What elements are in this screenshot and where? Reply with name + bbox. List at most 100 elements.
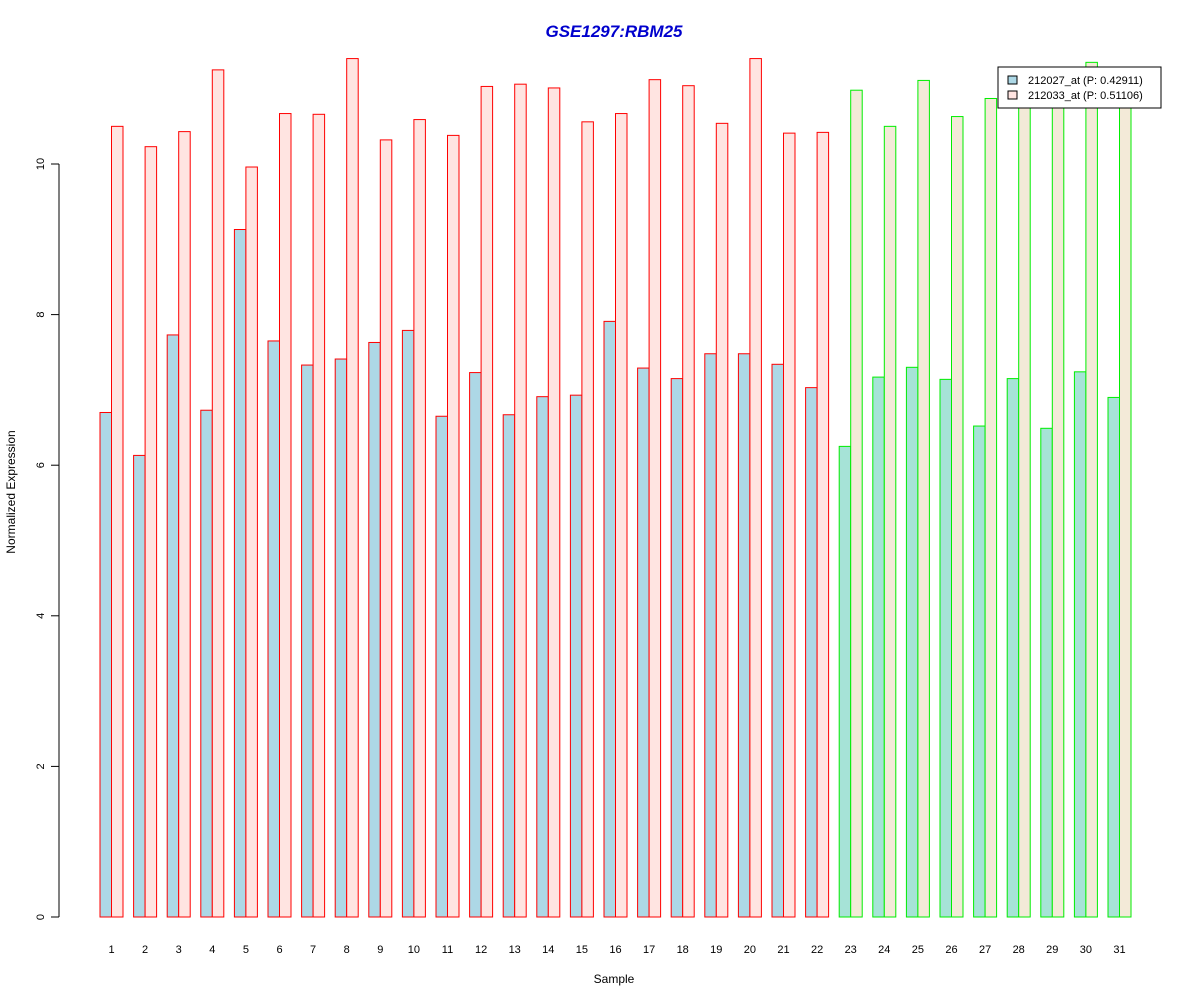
bar-series1-sample-25	[905, 366, 919, 918]
bar-series2-sample-15	[581, 121, 594, 918]
bar-series1-sample-8	[334, 358, 348, 918]
x-tick-label: 6	[276, 944, 282, 956]
x-tick-label: 30	[1080, 944, 1092, 956]
bar-series1-sample-1	[99, 411, 112, 918]
bar-series1-sample-6	[267, 340, 280, 918]
bar-series2-sample-14	[547, 87, 561, 918]
bar-series1-sample-7	[301, 364, 314, 918]
x-tick-label: 12	[475, 944, 487, 956]
x-tick-label: 25	[912, 944, 924, 956]
x-tick-label: 20	[744, 944, 756, 956]
bar-series2-sample-21	[783, 132, 796, 918]
bar-series2-sample-9	[379, 139, 393, 918]
x-tick-label: 14	[542, 944, 554, 956]
y-axis: 0 2 4 6 8 10	[35, 158, 60, 920]
legend-box	[997, 66, 1162, 109]
x-tick-label: 11	[442, 944, 453, 956]
bar-series1-sample-9	[368, 341, 381, 918]
bar-series2-sample-13	[514, 83, 527, 918]
bar-series2-sample-30	[1085, 61, 1098, 918]
chart-title: GSE1297:RBM25	[545, 22, 683, 41]
x-tick-label: 5	[243, 944, 249, 956]
bar-series2-sample-2	[144, 146, 158, 918]
bar-series2-sample-12	[480, 85, 494, 918]
bar-series1-sample-21	[771, 363, 784, 918]
bar-series1-sample-20	[737, 353, 751, 918]
x-tick-label: 1	[108, 944, 114, 956]
x-tick-label: 3	[176, 944, 182, 956]
bar-series1-sample-17	[637, 367, 650, 918]
bar-series2-sample-19	[715, 122, 729, 918]
bar-series2-sample-31	[1119, 99, 1132, 918]
bar-series1-sample-19	[704, 353, 717, 918]
x-tick-label: 26	[945, 944, 957, 956]
bar-series2-sample-5	[245, 166, 258, 918]
x-tick-label: 27	[979, 944, 991, 956]
bar-series1-sample-29	[1040, 427, 1053, 918]
bar-series1-sample-30	[1073, 371, 1087, 918]
x-tick-label: 15	[576, 944, 588, 956]
y-tick-label: 6	[35, 462, 47, 468]
x-tick-label: 21	[777, 944, 789, 956]
bars	[99, 58, 1132, 918]
bar-series2-sample-24	[883, 125, 897, 918]
x-tick-label: 24	[878, 944, 890, 956]
bar-series2-sample-28	[1018, 99, 1031, 918]
bar-series2-sample-22	[816, 131, 830, 918]
bar-series2-sample-11	[447, 134, 460, 918]
y-tick-label: 4	[35, 613, 47, 619]
x-tick-label: 7	[310, 944, 316, 956]
bar-series2-sample-27	[984, 97, 998, 918]
bar-series1-sample-2	[133, 454, 146, 918]
bar-series1-sample-28	[1006, 378, 1020, 918]
bar-series2-sample-23	[850, 89, 863, 918]
bar-series2-sample-18	[682, 85, 695, 918]
bar-series2-sample-1	[111, 125, 124, 918]
bar-series1-sample-11	[435, 415, 448, 918]
bar-series2-sample-16	[615, 113, 628, 918]
bar-series1-sample-13	[502, 414, 516, 918]
bar-series2-sample-7	[312, 113, 326, 918]
x-tick-label: 2	[142, 944, 148, 956]
x-tick-label: 4	[209, 944, 215, 956]
bar-series2-sample-25	[917, 79, 930, 918]
bar-series1-sample-27	[973, 425, 986, 918]
bar-series1-sample-3	[166, 334, 180, 918]
x-tick-label: 22	[811, 944, 823, 956]
bar-series1-sample-22	[805, 387, 818, 918]
x-tick-label: 28	[1013, 944, 1025, 956]
y-tick-label: 0	[35, 914, 47, 920]
x-tick-label: 17	[643, 944, 655, 956]
bar-series2-sample-3	[178, 131, 191, 918]
bar-series1-sample-12	[469, 372, 482, 918]
bar-series2-sample-8	[346, 58, 359, 918]
bar-series1-sample-14	[536, 396, 549, 918]
bar-series2-sample-29	[1051, 99, 1065, 918]
bar-series1-sample-4	[200, 409, 213, 918]
bar-series1-sample-16	[603, 320, 616, 918]
bar-series2-sample-10	[413, 119, 426, 918]
x-tick-label: 23	[845, 944, 857, 956]
bar-series2-sample-26	[951, 116, 964, 918]
bar-series2-sample-4	[211, 69, 225, 918]
bar-series1-sample-5	[233, 229, 247, 918]
y-tick-label: 10	[35, 158, 47, 170]
x-tick-label: 29	[1046, 944, 1058, 956]
bar-series1-sample-23	[838, 445, 852, 918]
bar-series2-sample-20	[749, 58, 762, 918]
bar-series2-sample-6	[279, 113, 292, 918]
legend-label-2: 212033_at (P: 0.51106)	[1028, 90, 1143, 102]
legend-swatch-2	[1007, 90, 1018, 100]
bar-series1-sample-26	[939, 378, 952, 918]
legend: 212027_at (P: 0.42911) 212033_at (P: 0.51…	[997, 66, 1162, 109]
x-tick-label: 31	[1113, 944, 1125, 956]
bar-series1-sample-18	[670, 378, 684, 918]
y-axis-label: Normalized Expression	[4, 430, 18, 553]
y-tick-label: 8	[35, 312, 47, 318]
bar-series1-sample-15	[569, 394, 583, 918]
bar-series2-sample-17	[648, 79, 662, 918]
x-tick-label: 10	[408, 944, 420, 956]
x-axis-label: Sample	[594, 972, 635, 986]
x-tick-label: 16	[609, 944, 621, 956]
